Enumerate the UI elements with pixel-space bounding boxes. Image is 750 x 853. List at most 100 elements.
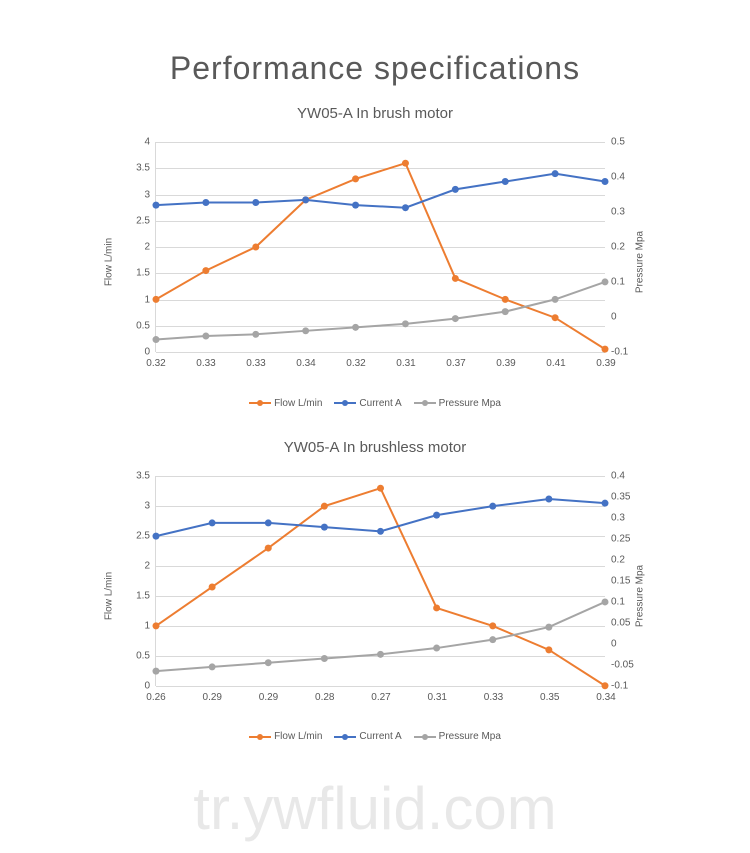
series-marker [265,659,272,666]
legend-swatch [249,402,271,404]
xtick: 0.31 [428,686,447,703]
legend-item: Flow L/min [249,398,322,409]
series-marker [545,646,552,653]
ytick-right: 0.5 [605,137,625,148]
series-svg [156,142,605,352]
series-line [156,174,605,208]
series-marker [377,650,384,657]
series-line [156,601,605,670]
legend-marker-icon [422,734,428,740]
xtick: 0.31 [396,352,415,369]
legend-marker-icon [422,400,428,406]
legend-marker-icon [342,734,348,740]
legend-item: Pressure Mpa [414,731,501,742]
chart-wrap: Flow L/minPressure Mpa00.511.522.533.5-0… [75,466,675,726]
charts-container: YW05-A In brush motorFlow L/minPressure … [0,105,750,742]
ytick-left: 3 [144,500,156,511]
xtick: 0.41 [546,352,565,369]
ytick-left: 2 [144,560,156,571]
xtick: 0.35 [540,686,559,703]
series-svg [156,476,605,686]
series-marker [602,178,609,185]
ytick-right: 0.35 [605,491,630,502]
xtick: 0.27 [371,686,390,703]
series-marker [302,327,309,334]
ytick-left: 2 [144,242,156,253]
series-marker [433,604,440,611]
legend-swatch [414,402,436,404]
legend-item: Pressure Mpa [414,398,501,409]
chart-wrap: Flow L/minPressure Mpa00.511.522.533.54-… [75,132,675,392]
series-marker [602,346,609,353]
ytick-left: 0.5 [136,320,156,331]
series-marker [352,175,359,182]
legend-swatch [334,736,356,738]
plot-area: 00.511.522.533.54-0.100.10.20.30.40.50.3… [155,142,605,352]
xtick: 0.29 [203,686,222,703]
series-marker [433,511,440,518]
series-marker [153,202,160,209]
chart-title: YW05-A In brushless motor [75,439,675,456]
series-marker [552,296,559,303]
series-marker [202,199,209,206]
legend-swatch [414,736,436,738]
ytick-right: 0.25 [605,533,630,544]
series-marker [545,623,552,630]
page-title: Performance specifications [0,0,750,105]
series-marker [489,622,496,629]
chart-block: YW05-A In brush motorFlow L/minPressure … [75,105,675,409]
xtick: 0.33 [196,352,215,369]
ytick-right: 0.05 [605,617,630,628]
series-marker [202,333,209,340]
ytick-right: 0.4 [605,470,625,481]
legend-swatch [249,736,271,738]
legend-marker-icon [342,400,348,406]
series-marker [452,186,459,193]
legend-swatch [334,402,356,404]
y-axis-label-right: Pressure Mpa [634,564,645,626]
y-axis-label-left: Flow L/min [104,571,115,619]
series-marker [153,667,160,674]
series-marker [321,502,328,509]
watermark-text: tr.ywfluid.com [0,774,750,843]
legend-item: Current A [334,398,401,409]
xtick: 0.33 [484,686,503,703]
chart-block: YW05-A In brushless motor Flow L/min Press… [75,439,675,743]
xtick: 0.32 [146,352,165,369]
legend-marker-icon [257,734,263,740]
ytick-left: 3.5 [136,163,156,174]
series-marker [202,267,209,274]
legend-label: Current A [359,731,401,742]
series-marker [502,308,509,315]
series-marker [252,331,259,338]
series-marker [433,644,440,651]
gridline [156,352,605,353]
series-marker [489,636,496,643]
series-marker [302,196,309,203]
series-marker [252,199,259,206]
ytick-left: 0.5 [136,650,156,661]
series-marker [153,532,160,539]
ytick-right: 0 [605,312,617,323]
series-marker [552,170,559,177]
legend-marker-icon [257,400,263,406]
legend-item: Current A [334,731,401,742]
series-marker [552,314,559,321]
xtick: 0.26 [146,686,165,703]
xtick: 0.29 [259,686,278,703]
series-marker [153,622,160,629]
legend-item: Flow L/min [249,731,322,742]
series-marker [352,324,359,331]
series-marker [377,527,384,534]
legend-label: Flow L/min [274,731,322,742]
series-marker [209,519,216,526]
series-marker [209,663,216,670]
ytick-left: 4 [144,137,156,148]
series-marker [252,244,259,251]
series-marker [489,502,496,509]
y-axis-label-left: Flow L/min [104,238,115,286]
ytick-left: 3.5 [136,470,156,481]
xtick: 0.34 [296,352,315,369]
series-marker [321,523,328,530]
ytick-right: 0.2 [605,554,625,565]
